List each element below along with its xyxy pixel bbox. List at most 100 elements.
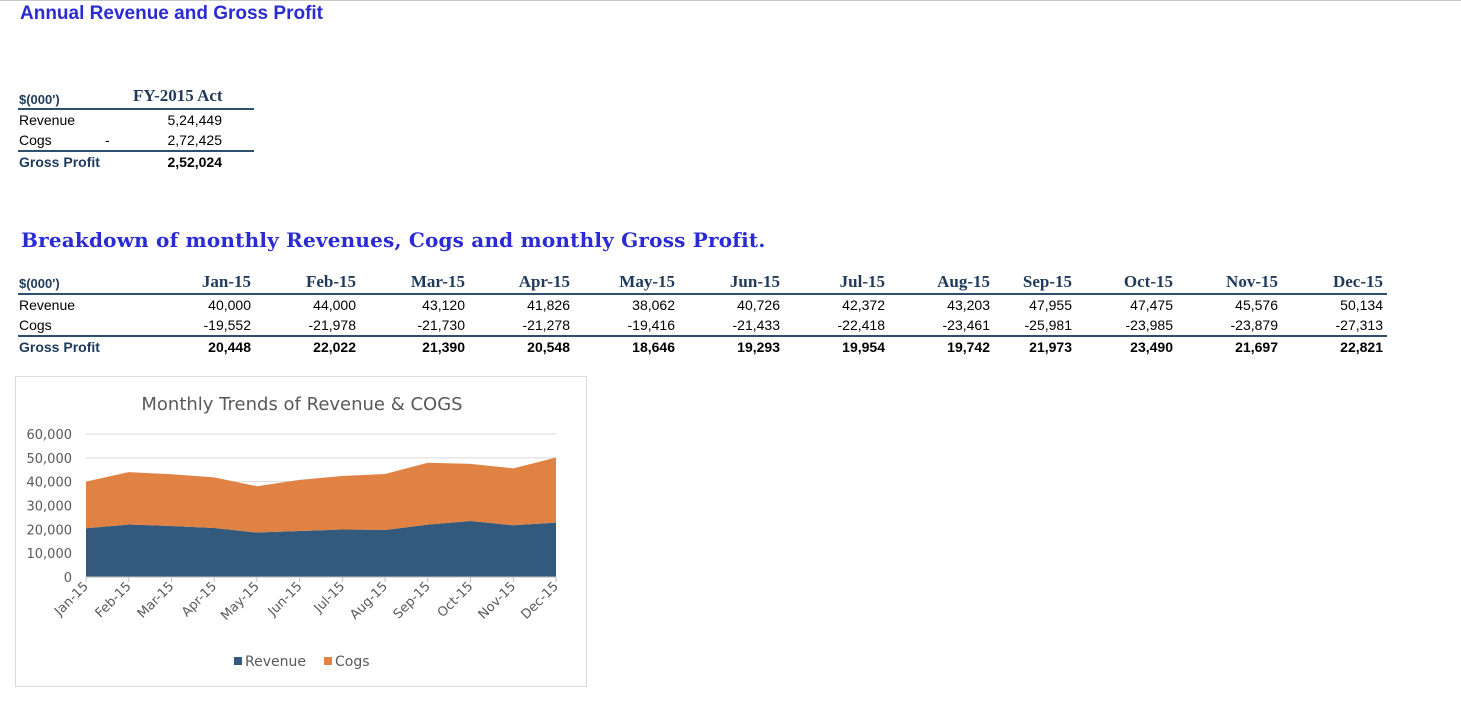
y-tick-label: 30,000: [27, 500, 73, 515]
monthly-month-header: Jun-15: [729, 272, 780, 291]
annual-gp-row: Gross Profit 2,52,024: [18, 152, 254, 172]
y-tick-label: 10,000: [27, 547, 73, 562]
annual-cogs-value: 2,72,425: [167, 132, 223, 148]
monthly-revenue-cell: 40,726: [737, 297, 780, 313]
monthly-cogs-cell: -21,730: [417, 317, 465, 333]
monthly-gp-cell: 20,548: [527, 339, 570, 355]
annual-unit-label: $(000'): [19, 92, 60, 107]
monthly-month-header: Feb-15: [305, 272, 356, 291]
annual-revenue-value: 5,24,449: [167, 112, 223, 128]
annual-revenue-label: Revenue: [19, 112, 76, 128]
monthly-month-header: Oct-15: [1123, 272, 1173, 291]
monthly-title: Breakdown of monthly Revenues, Cogs and …: [21, 228, 766, 252]
x-tick-label: Apr-15: [179, 579, 220, 620]
chart-title: Monthly Trends of Revenue & COGS: [141, 394, 462, 415]
monthly-cogs-cell: -23,985: [1125, 317, 1173, 333]
x-tick-label: Nov-15: [476, 579, 519, 622]
annual-gp-label: Gross Profit: [19, 154, 100, 170]
monthly-header-row: $(000') Jan-15 Feb-15 Mar-15 Apr-15 May-15 Ju…: [18, 271, 1387, 295]
monthly-revenue-row: Revenue 40,000 44,000 43,120 41,826 38,062 40…: [18, 295, 1387, 315]
y-tick-label: 20,000: [27, 523, 73, 538]
monthly-revenue-cell: 47,955: [1029, 297, 1072, 313]
monthly-month-header: Aug-15: [937, 272, 990, 291]
monthly-gp-cell: 20,448: [208, 339, 251, 355]
monthly-gp-cell: 21,697: [1235, 339, 1278, 355]
y-tick-label: 40,000: [27, 476, 73, 491]
annual-cogs-label: Cogs: [19, 132, 52, 148]
x-tick-label: Mar-15: [135, 579, 177, 621]
monthly-revenue-cell: 42,372: [842, 297, 885, 313]
monthly-table: $(000') Jan-15 Feb-15 Mar-15 Apr-15 May-15 Ju…: [18, 271, 1387, 357]
area-revenue: [86, 521, 556, 577]
monthly-cogs-cell: -23,461: [942, 317, 990, 333]
chart-areas: [86, 457, 556, 577]
y-tick-label: 50,000: [27, 452, 73, 467]
monthly-gp-cell: 19,742: [947, 339, 990, 355]
y-tick-label: 0: [64, 571, 72, 586]
legend-label-cogs: Cogs: [335, 654, 370, 670]
monthly-revenue-cell: 47,475: [1130, 297, 1173, 313]
monthly-unit-label: $(000'): [19, 276, 60, 291]
monthly-month-header: Jan-15: [201, 272, 251, 291]
monthly-cogs-cell: -21,278: [522, 317, 570, 333]
annual-title: Annual Revenue and Gross Profit: [20, 3, 323, 24]
monthly-gp-cell: 18,646: [632, 339, 675, 355]
monthly-cogs-cell: -22,418: [837, 317, 885, 333]
x-tick-label: May-15: [218, 579, 262, 623]
monthly-cogs-cell: -19,552: [203, 317, 251, 333]
monthly-revenue-cell: 45,576: [1235, 297, 1278, 313]
x-tick-label: Feb-15: [93, 579, 135, 621]
x-tick-label: Aug-15: [347, 579, 391, 623]
monthly-cogs-label: Cogs: [19, 317, 52, 333]
x-tick-label: Oct-15: [435, 579, 477, 621]
monthly-gp-cell: 19,293: [737, 339, 780, 355]
chart-legend: Revenue Cogs: [234, 654, 370, 670]
monthly-cogs-cell: -21,433: [732, 317, 780, 333]
y-tick-label: 60,000: [27, 428, 73, 443]
annual-revenue-row: Revenue 5,24,449: [18, 110, 254, 130]
legend-swatch-revenue: [234, 657, 242, 665]
monthly-cogs-cell: -21,978: [308, 317, 356, 333]
monthly-gp-cell: 21,973: [1029, 339, 1072, 355]
monthly-gp-cell: 22,821: [1340, 339, 1383, 355]
monthly-gp-cell: 21,390: [422, 339, 465, 355]
monthly-revenue-cell: 50,134: [1340, 297, 1383, 313]
monthly-month-header: Dec-15: [1332, 272, 1383, 291]
monthly-gp-cell: 23,490: [1130, 339, 1173, 355]
x-tick-label: Jun-15: [265, 579, 306, 620]
monthly-month-header: Jul-15: [839, 272, 885, 291]
monthly-revenue-label: Revenue: [19, 297, 76, 313]
monthly-gp-cell: 22,022: [313, 339, 356, 355]
annual-table: $(000') FY-2015 Act Revenue 5,24,449 Cog…: [18, 86, 254, 172]
x-tick-label: Jul-15: [311, 579, 348, 616]
monthly-cogs-cell: -23,879: [1230, 317, 1278, 333]
monthly-cogs-row: Cogs -19,552 -21,978 -21,730 -21,278 -19,416…: [18, 315, 1387, 337]
monthly-gp-label: Gross Profit: [19, 339, 100, 355]
annual-gp-value: 2,52,024: [167, 154, 223, 170]
area-cogs: [86, 457, 556, 533]
monthly-month-header: Apr-15: [518, 272, 570, 291]
x-tick-label: Sep-15: [391, 579, 434, 622]
monthly-gp-row: Gross Profit 20,448 22,022 21,390 20,548 18,…: [18, 337, 1387, 357]
legend-swatch-cogs: [324, 657, 332, 665]
monthly-gp-cell: 19,954: [842, 339, 885, 355]
monthly-month-header: Sep-15: [1022, 272, 1072, 291]
legend-label-revenue: Revenue: [245, 654, 306, 670]
revenue-cogs-chart[interactable]: Monthly Trends of Revenue & COGS 0 10,000…: [15, 376, 587, 687]
top-divider: [0, 0, 1461, 1]
monthly-cogs-cell: -27,313: [1335, 317, 1383, 333]
monthly-cogs-cell: -19,416: [627, 317, 675, 333]
monthly-revenue-cell: 41,826: [527, 297, 570, 313]
annual-cogs-sign: -: [105, 132, 110, 148]
monthly-revenue-cell: 40,000: [208, 297, 251, 313]
chart-y-axis: 0 10,000 20,000 30,000 40,000 50,000 60,000: [27, 428, 73, 586]
monthly-cogs-cell: -25,981: [1024, 317, 1072, 333]
monthly-revenue-cell: 38,062: [632, 297, 675, 313]
monthly-revenue-cell: 43,203: [947, 297, 990, 313]
monthly-month-header: Nov-15: [1226, 272, 1278, 291]
x-tick-label: Dec-15: [518, 579, 561, 622]
annual-cogs-row: Cogs - 2,72,425: [18, 130, 254, 152]
annual-header-row: $(000') FY-2015 Act: [18, 86, 254, 110]
monthly-revenue-cell: 43,120: [422, 297, 465, 313]
